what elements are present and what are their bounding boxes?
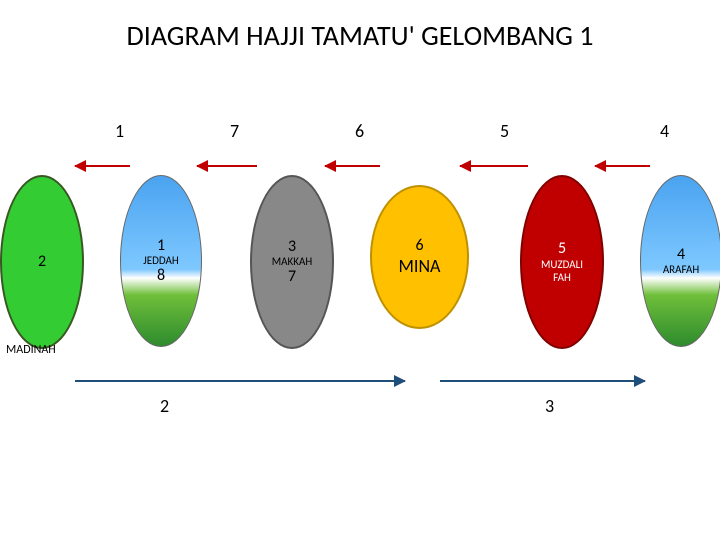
arrow-bot-label-2: 2 <box>160 395 169 417</box>
arrow-top-label-1: 1 <box>115 120 124 142</box>
node-arafah-num: 4 <box>677 246 685 264</box>
arrow-top-1 <box>75 165 130 167</box>
arrow-bot-label-3: 3 <box>545 395 554 417</box>
node-makkah-num1: 3 <box>288 238 296 256</box>
diagram-title: DIAGRAM HAJJI TAMATU' GELOMBANG 1 <box>0 18 720 53</box>
node-makkah-num2: 7 <box>288 268 296 286</box>
node-arafah-label: ARAFAH <box>663 264 699 276</box>
node-makkah: 3 MAKKAH 7 <box>250 175 334 349</box>
node-muz-label: MUZDALIFAH <box>541 258 583 284</box>
label-madinah: MADINAH <box>6 343 56 357</box>
node-mina: 6 MINA <box>370 185 469 329</box>
arrow-top-4 <box>595 165 650 167</box>
node-arafah: 4 ARAFAH <box>640 175 720 347</box>
node-jeddah: 1 JEDDAH 8 <box>120 175 202 347</box>
node-muzdalifah: 5 MUZDALIFAH <box>520 175 604 349</box>
node-mina-label: MINA <box>399 255 441 277</box>
arrow-top-6 <box>325 165 380 167</box>
node-jeddah-num1: 1 <box>157 237 165 255</box>
arrow-bot-2 <box>75 380 405 382</box>
arrow-top-label-5: 5 <box>500 120 509 142</box>
node-muz-num: 5 <box>558 240 566 258</box>
node-jeddah-num2: 8 <box>157 267 165 285</box>
arrow-top-label-4: 4 <box>660 120 669 142</box>
arrow-top-7 <box>197 165 257 167</box>
arrow-top-label-7: 7 <box>230 120 239 142</box>
node-madinah: 2 <box>0 175 84 349</box>
node-mina-num: 6 <box>415 237 423 255</box>
arrow-bot-3 <box>440 380 645 382</box>
arrow-top-5 <box>460 165 528 167</box>
node-madinah-num: 2 <box>38 253 46 271</box>
arrow-top-label-6: 6 <box>355 120 364 142</box>
